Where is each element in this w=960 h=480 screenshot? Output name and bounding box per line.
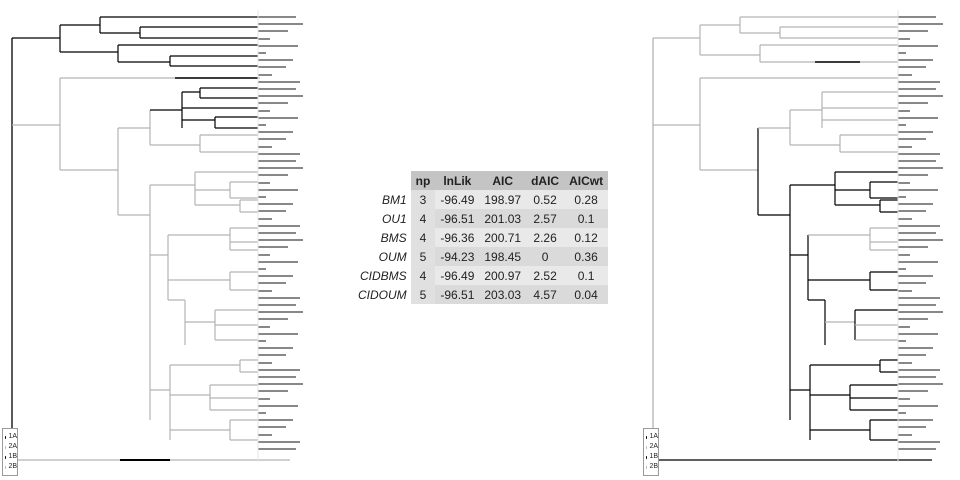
legend-label: 1B (649, 453, 658, 460)
legend-item: 2A (5, 442, 17, 452)
legend-item: 1A (5, 432, 17, 442)
legend-label: 1A (8, 433, 17, 440)
table-cell: -96.51 (435, 209, 480, 228)
table-row: CIDBMS 4 -96.49 200.97 2.52 0.1 (353, 266, 609, 285)
table-cell: 4 (410, 228, 436, 247)
table-cell: 2.52 (526, 266, 565, 285)
table-cell: 201.03 (479, 209, 527, 228)
model-comparison-table: np lnLik AIC dAIC AICwt BM1 3 -96.49 198.97… (353, 171, 609, 304)
right-phylogeny-tree (643, 10, 943, 462)
right-regime-legend: 1A 2A 1B 2B (643, 428, 659, 476)
legend-label: 1B (8, 453, 17, 460)
legend-item: 1B (646, 452, 658, 462)
legend-item: 1B (5, 452, 17, 462)
table-cell: 0.52 (526, 190, 565, 209)
legend-item: 1A (646, 432, 658, 442)
model-name-cell: OUM (378, 249, 407, 264)
model-name-cell: CIDOUM (358, 287, 407, 302)
table-cell: 0.1 (564, 266, 609, 285)
table-cell: -96.49 (435, 266, 480, 285)
legend-item: 2B (5, 462, 17, 472)
table-row: CIDOUM 5 -96.51 203.03 4.57 0.04 (353, 285, 609, 304)
model-name-cell: CIDBMS (360, 268, 407, 283)
table-row: BM1 3 -96.49 198.97 0.52 0.28 (353, 190, 609, 209)
table-cell: 4.57 (526, 285, 565, 304)
table-row: BMS 4 -96.36 200.71 2.26 0.12 (353, 228, 609, 247)
table-cell: 0 (526, 247, 565, 266)
legend-item: 2B (646, 462, 658, 472)
column-header: lnLik (435, 171, 480, 190)
table-row: OU1 4 -96.51 201.03 2.57 0.1 (353, 209, 609, 228)
model-name-cell: BM1 (381, 192, 407, 207)
table-cell: 198.97 (479, 190, 527, 209)
table-header-row: np lnLik AIC dAIC AICwt (353, 171, 609, 190)
table-cell: 2.26 (526, 228, 565, 247)
table-cell: 5 (410, 285, 436, 304)
table-row: OUM 5 -94.23 198.45 0 0.36 (353, 247, 609, 266)
table-cell: 0.36 (564, 247, 609, 266)
table-cell: 0.12 (564, 228, 609, 247)
table-cell: 203.03 (479, 285, 527, 304)
column-header: np (410, 171, 436, 190)
legend-label: 2A (649, 443, 658, 450)
table-cell: -96.51 (435, 285, 480, 304)
model-name-cell: OU1 (381, 211, 407, 226)
table-cell: 2.57 (526, 209, 565, 228)
table-corner (353, 171, 411, 190)
column-header: AIC (479, 171, 527, 190)
table-cell: 3 (410, 190, 436, 209)
table-cell: 4 (410, 266, 436, 285)
table-cell: 4 (410, 209, 436, 228)
table-cell: 200.71 (479, 228, 527, 247)
column-header: dAIC (526, 171, 565, 190)
left-regime-legend: 1A 2A 1B 2B (2, 428, 18, 476)
table-cell: -96.49 (435, 190, 480, 209)
table-cell: 198.45 (479, 247, 527, 266)
legend-label: 1A (649, 433, 658, 440)
column-header: AICwt (564, 171, 609, 190)
model-name-cell: BMS (380, 230, 407, 245)
table-cell: 0.1 (564, 209, 609, 228)
table-cell: -96.36 (435, 228, 480, 247)
table-cell: 0.04 (564, 285, 609, 304)
legend-label: 2A (8, 443, 17, 450)
legend-label: 2B (649, 463, 658, 470)
table-cell: 200.97 (479, 266, 527, 285)
legend-item: 2A (646, 442, 658, 452)
left-phylogeny-tree (2, 10, 303, 462)
legend-label: 2B (8, 463, 17, 470)
table-cell: -94.23 (435, 247, 480, 266)
table-cell: 0.28 (564, 190, 609, 209)
table-cell: 5 (410, 247, 436, 266)
